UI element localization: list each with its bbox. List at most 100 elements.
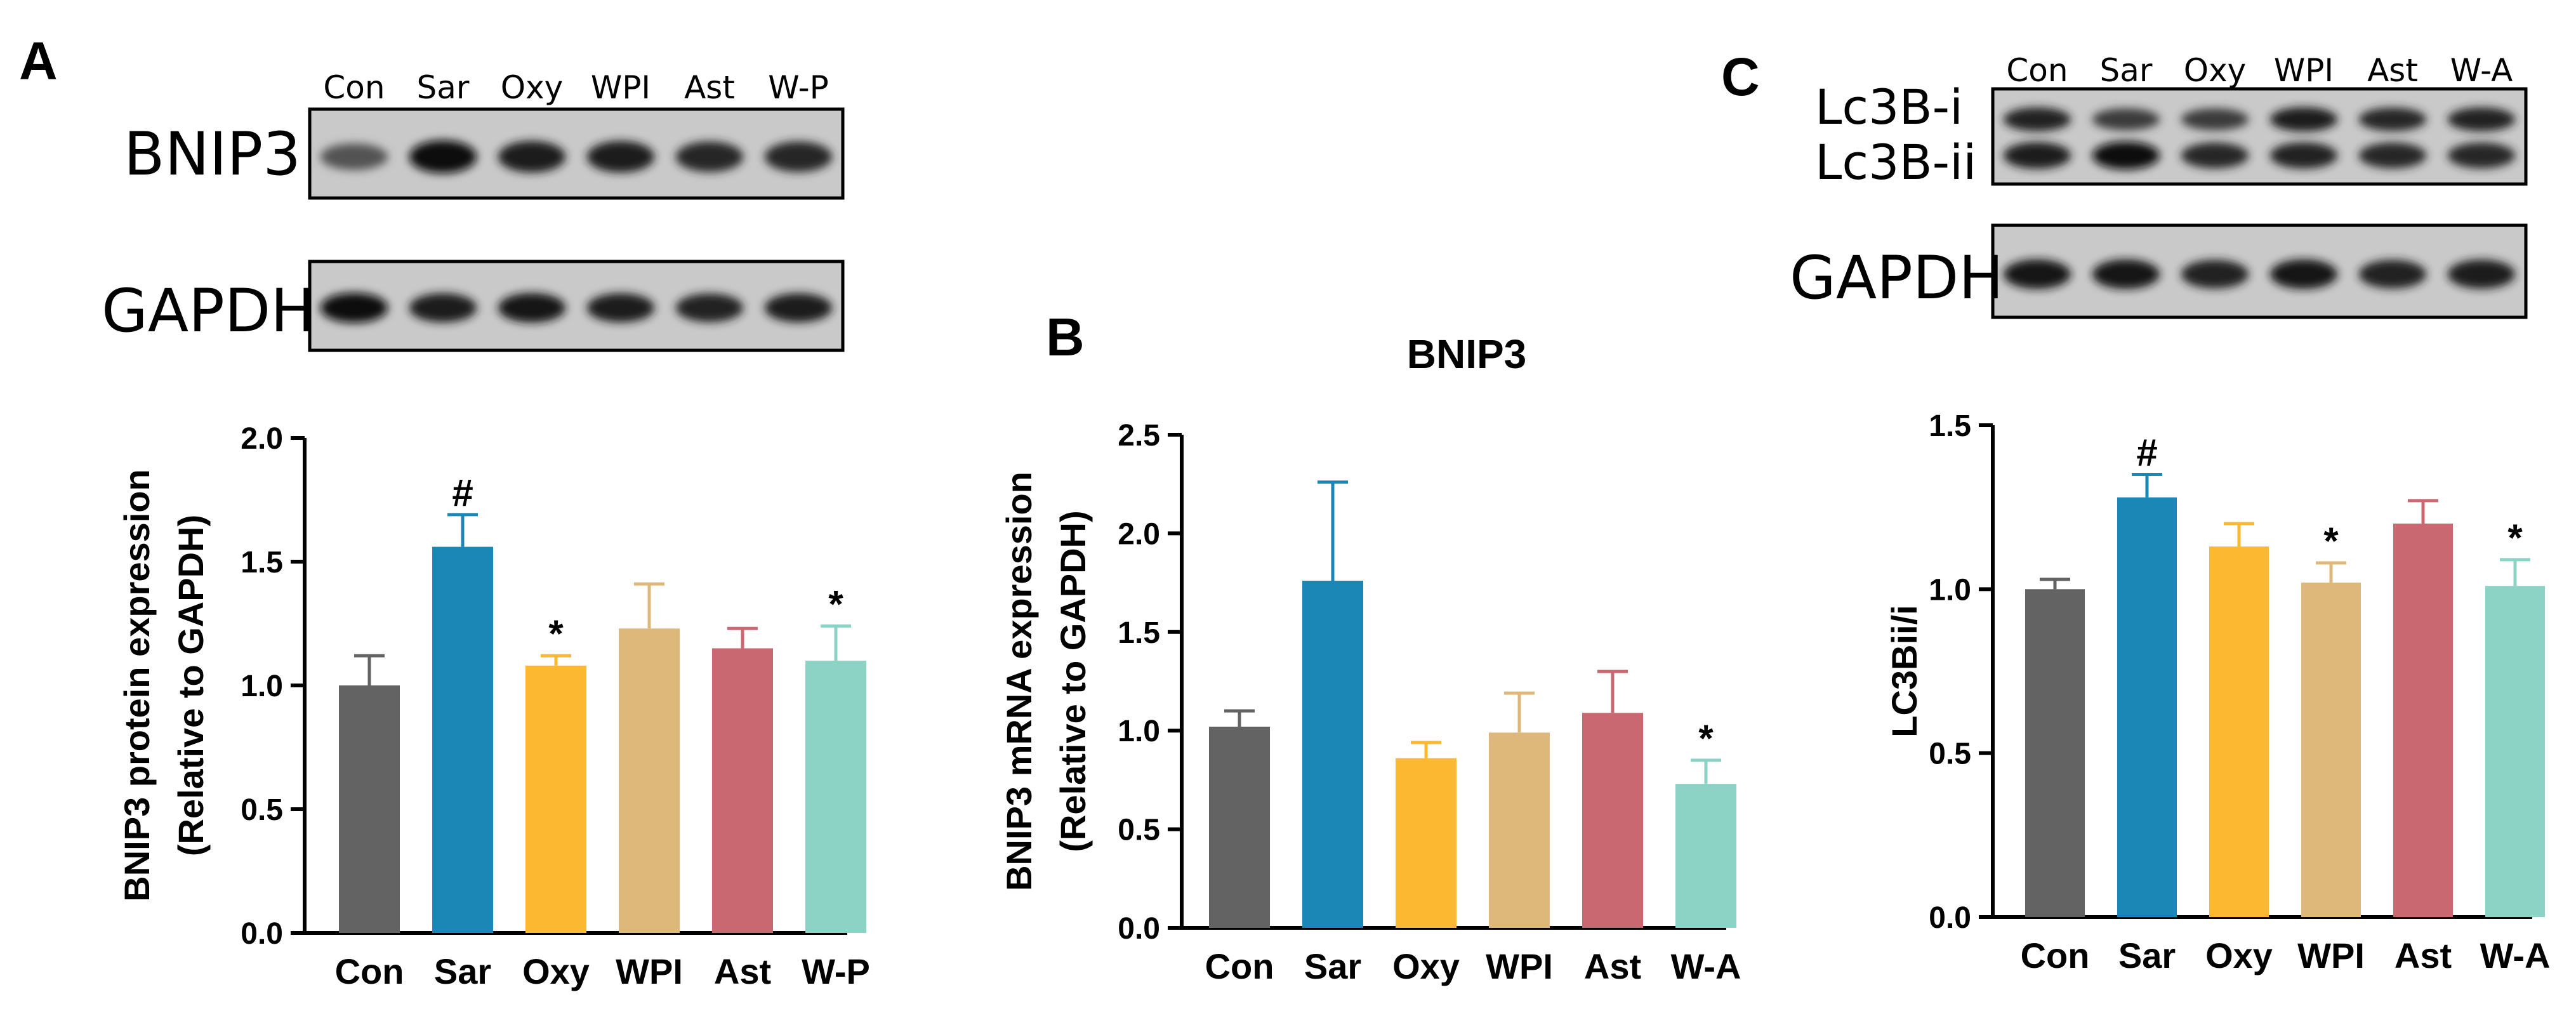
x-tick-label: Oxy — [2205, 935, 2273, 975]
blot-band — [409, 140, 477, 173]
blot-band — [675, 293, 744, 322]
blot-band — [2269, 259, 2338, 289]
y-tick-label: 0.0 — [1929, 901, 1971, 935]
panel-c-blot-label-gapdh: GAPDH — [1790, 244, 2004, 313]
blot-band — [498, 293, 566, 323]
significance-marker: * — [548, 612, 564, 655]
bar-wpi — [619, 628, 680, 933]
y-tick-label: 0.0 — [241, 917, 283, 951]
blot-band — [764, 293, 833, 322]
x-tick-label: W-A — [1671, 946, 1741, 986]
blot-band — [2358, 107, 2427, 131]
bar-wpi — [1489, 732, 1550, 928]
x-tick-label: Sar — [434, 951, 491, 991]
blot-band — [2447, 142, 2516, 169]
bar-ast — [1582, 713, 1643, 928]
blot-band — [2092, 142, 2160, 169]
blot-membrane — [1991, 87, 2528, 186]
bar-oxy — [2209, 546, 2269, 917]
x-tick-label: Oxy — [522, 951, 590, 991]
y-tick-label: 0.5 — [241, 793, 283, 827]
significance-marker: # — [452, 472, 473, 514]
blot-band — [2181, 142, 2249, 169]
x-tick-label: Ast — [1584, 946, 1641, 986]
y-axis-subtitle: (Relative to GAPDH) — [171, 515, 211, 856]
panel-c-blot-label-lc3b-i: Lc3B-i — [1815, 79, 1963, 135]
blot-band — [498, 141, 566, 173]
blot-band — [2181, 108, 2249, 131]
y-tick-label: 0.5 — [1929, 737, 1971, 771]
panel-a-lane-label: Oxy — [501, 69, 564, 106]
x-tick-label: W-P — [802, 951, 870, 991]
panel-a-blot-label-bnip3: BNIP3 — [124, 120, 301, 189]
panel-c-lane-label: Ast — [2367, 52, 2418, 89]
y-tick-label: 0.5 — [1118, 814, 1160, 847]
blot-band — [2003, 107, 2071, 131]
significance-marker: * — [828, 583, 843, 625]
x-tick-label: Ast — [714, 951, 771, 991]
y-tick-label: 2.0 — [1118, 517, 1160, 551]
x-tick-label: Oxy — [1392, 946, 1460, 986]
y-axis-title: BNIP3 protein expression — [117, 469, 157, 902]
x-tick-label: Sar — [2118, 935, 2176, 975]
panel-label-C: C — [1721, 47, 1760, 107]
blot-band — [2269, 142, 2338, 169]
blot-band — [320, 143, 388, 170]
y-axis-title: BNIP3 mRNA expression — [999, 472, 1039, 891]
y-tick-label: 0.0 — [1118, 912, 1160, 946]
bar-sar — [1302, 580, 1363, 928]
blot-band — [320, 293, 388, 323]
blot-membrane — [308, 260, 845, 352]
panel-a-gapdh-blot — [308, 260, 845, 352]
bar-oxy — [1396, 758, 1456, 928]
panel-c-lane-label: Con — [2006, 52, 2068, 89]
chart-title: BNIP3 — [1407, 331, 1527, 377]
significance-marker: * — [2507, 517, 2523, 559]
bar-oxy — [525, 665, 586, 933]
bar-con — [2025, 589, 2085, 917]
x-tick-label: WPI — [2297, 935, 2365, 975]
blot-band — [764, 141, 833, 173]
bar-con — [339, 685, 400, 933]
y-tick-label: 1.5 — [1118, 616, 1160, 650]
bar-sar — [2117, 497, 2177, 917]
y-tick-label: 2.5 — [1118, 419, 1160, 453]
chart-A: 0.0 0.5 1.0 1.5 2.0 Con # Sar * Oxy WPI Ast * W-P BNIP… — [117, 422, 870, 991]
blot-membrane — [1991, 223, 2528, 319]
blot-band — [409, 293, 477, 322]
panel-c-lane-label: W-A — [2450, 52, 2513, 89]
bar-wpi — [2301, 583, 2361, 917]
significance-marker: * — [2323, 520, 2339, 562]
panel-a-bnip3-blot — [308, 107, 845, 200]
panel-a-lane-label: Con — [323, 69, 385, 106]
bar-sar — [432, 546, 493, 933]
y-tick-label: 1.5 — [1929, 409, 1971, 443]
chart-C: 0.0 0.5 1.0 1.5 Con # Sar Oxy * WPI Ast * W-A LC3Bii/… — [1884, 409, 2550, 975]
chart-B: 0.0 0.5 1.0 1.5 2.0 2.5 Con Sar Oxy WPI Ast * W-A BNI… — [999, 331, 1741, 986]
panel-label-B: B — [1046, 307, 1085, 367]
x-tick-label: Con — [2021, 935, 2090, 975]
y-tick-label: 1.5 — [241, 546, 283, 579]
x-tick-label: Sar — [1304, 946, 1361, 986]
blot-band — [586, 293, 655, 322]
panel-a-lane-label: Sar — [417, 69, 470, 106]
bar-ast — [712, 648, 773, 933]
blot-band — [2003, 259, 2071, 289]
significance-marker: * — [1698, 717, 1714, 760]
panel-a-lane-label: WPI — [591, 69, 651, 106]
x-tick-label: Ast — [2394, 935, 2452, 975]
blot-band — [2092, 259, 2160, 289]
significance-marker: # — [2136, 432, 2157, 474]
blot-band — [2358, 142, 2427, 169]
blot-band — [2358, 260, 2427, 289]
x-tick-label: Con — [1205, 946, 1274, 986]
x-tick-label: Con — [335, 951, 404, 991]
blot-band — [2447, 107, 2516, 131]
bar-w-p — [805, 661, 866, 933]
panel-c-lc3b-blot — [1991, 87, 2528, 186]
blot-band — [2447, 260, 2516, 289]
bar-con — [1209, 726, 1270, 928]
panel-a-blot-label-gapdh: GAPDH — [102, 277, 315, 346]
panel-c-gapdh-blot — [1991, 223, 2528, 319]
